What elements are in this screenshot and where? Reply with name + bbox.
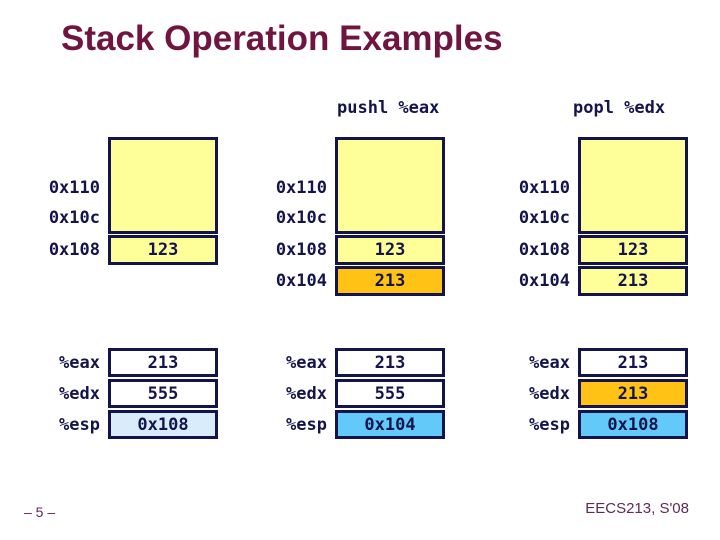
- register-label-edx: %edx: [529, 383, 570, 404]
- stack-empty-region: [108, 137, 218, 234]
- address-label-0x110: 0x110: [48, 178, 100, 198]
- register-cell-esp: 0x104: [335, 410, 445, 439]
- stack-cell-0x104: 213: [335, 266, 445, 296]
- register-cell-eax: 213: [108, 348, 218, 377]
- register-label-eax: %eax: [529, 352, 570, 373]
- address-label-0x104: 0x104: [275, 271, 327, 291]
- address-label-0x10c: 0x10c: [275, 208, 327, 228]
- register-label-eax: %eax: [286, 352, 327, 373]
- address-label-0x108: 0x108: [518, 240, 570, 260]
- instruction-popl-edx: popl %edx: [573, 98, 666, 118]
- slide-title: Stack Operation Examples: [61, 19, 503, 58]
- address-label-0x110: 0x110: [275, 178, 327, 198]
- address-label-0x10c: 0x10c: [518, 208, 570, 228]
- stack-cell-0x104: 213: [578, 266, 688, 296]
- stack-empty-region: [335, 137, 445, 234]
- register-label-edx: %edx: [59, 383, 100, 404]
- register-label-eax: %eax: [59, 352, 100, 373]
- register-cell-eax: 213: [335, 348, 445, 377]
- instruction-pushl-eax: pushl %eax: [337, 98, 440, 118]
- address-label-0x108: 0x108: [275, 240, 327, 260]
- address-label-0x104: 0x104: [518, 271, 570, 291]
- address-label-0x108: 0x108: [48, 240, 100, 260]
- stack-empty-region: [578, 137, 688, 234]
- stack-cell-0x108: 123: [335, 235, 445, 265]
- register-cell-edx: 555: [335, 379, 445, 408]
- register-cell-eax: 213: [578, 348, 688, 377]
- register-label-esp: %esp: [59, 414, 100, 435]
- course-footer: EECS213, S'08: [585, 500, 689, 517]
- register-label-esp: %esp: [286, 414, 327, 435]
- register-cell-esp: 0x108: [578, 410, 688, 439]
- address-label-0x110: 0x110: [518, 178, 570, 198]
- page-number: – 5 –: [24, 504, 56, 520]
- register-cell-edx: 555: [108, 379, 218, 408]
- stack-cell-0x108: 123: [108, 235, 218, 265]
- stack-cell-0x108: 123: [578, 235, 688, 265]
- register-cell-edx: 213: [578, 379, 688, 408]
- address-label-0x10c: 0x10c: [48, 208, 100, 228]
- register-label-esp: %esp: [529, 414, 570, 435]
- register-cell-esp: 0x108: [108, 410, 218, 439]
- register-label-edx: %edx: [286, 383, 327, 404]
